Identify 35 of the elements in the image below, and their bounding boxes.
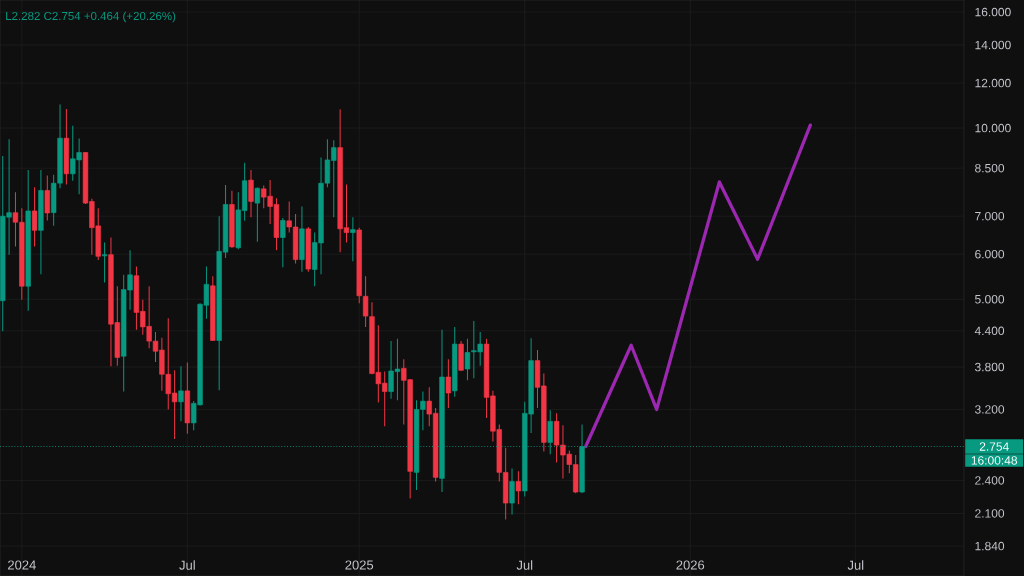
x-tick-label: 2024 <box>8 560 36 570</box>
line-series <box>584 123 812 449</box>
candlestick <box>44 175 50 221</box>
y-tick-label: 14.000 <box>975 40 1011 50</box>
x-tick-label: Jul <box>179 560 195 570</box>
text: 16:00:48 <box>971 456 1018 465</box>
y-tick-label: 8.500 <box>975 163 1005 173</box>
y-tick-label: 7.000 <box>975 211 1005 221</box>
candlestick <box>445 358 452 409</box>
x-tick-label: 2026 <box>676 560 705 570</box>
y-tick-label: 4.400 <box>974 326 1005 336</box>
candlestick <box>31 186 38 248</box>
ref-line-label: 2.754 <box>979 442 1009 451</box>
y-tick-label: 10.000 <box>975 123 1011 133</box>
candlestick <box>248 169 254 218</box>
y-tick-label: 12.000 <box>975 78 1011 88</box>
annotation: L2.282 C2.754 +0.464 (+20.26%) <box>6 11 176 23</box>
x-tick-label: Jul <box>847 560 864 570</box>
candlestick <box>178 365 184 422</box>
y-tick-label: 1.840 <box>975 541 1005 551</box>
x-tick-label: Jul <box>516 560 533 570</box>
candlestick <box>280 217 286 268</box>
candlestick <box>254 187 261 243</box>
y-tick-label: 5.000 <box>975 294 1005 304</box>
candlestick <box>509 467 515 516</box>
y-tick-label: 3.200 <box>975 405 1005 414</box>
y-tick-label: 3.800 <box>975 362 1005 372</box>
candlestick <box>350 216 356 262</box>
candlestick <box>515 470 522 505</box>
candlestick <box>101 242 108 284</box>
y-tick-label: 2.400 <box>975 476 1005 485</box>
y-tick-label: 6.000 <box>975 249 1005 259</box>
x-tick-label: 2025 <box>345 560 374 570</box>
y-tick-label: 2.100 <box>975 509 1005 518</box>
y-tick-label: 16.000 <box>975 7 1011 17</box>
